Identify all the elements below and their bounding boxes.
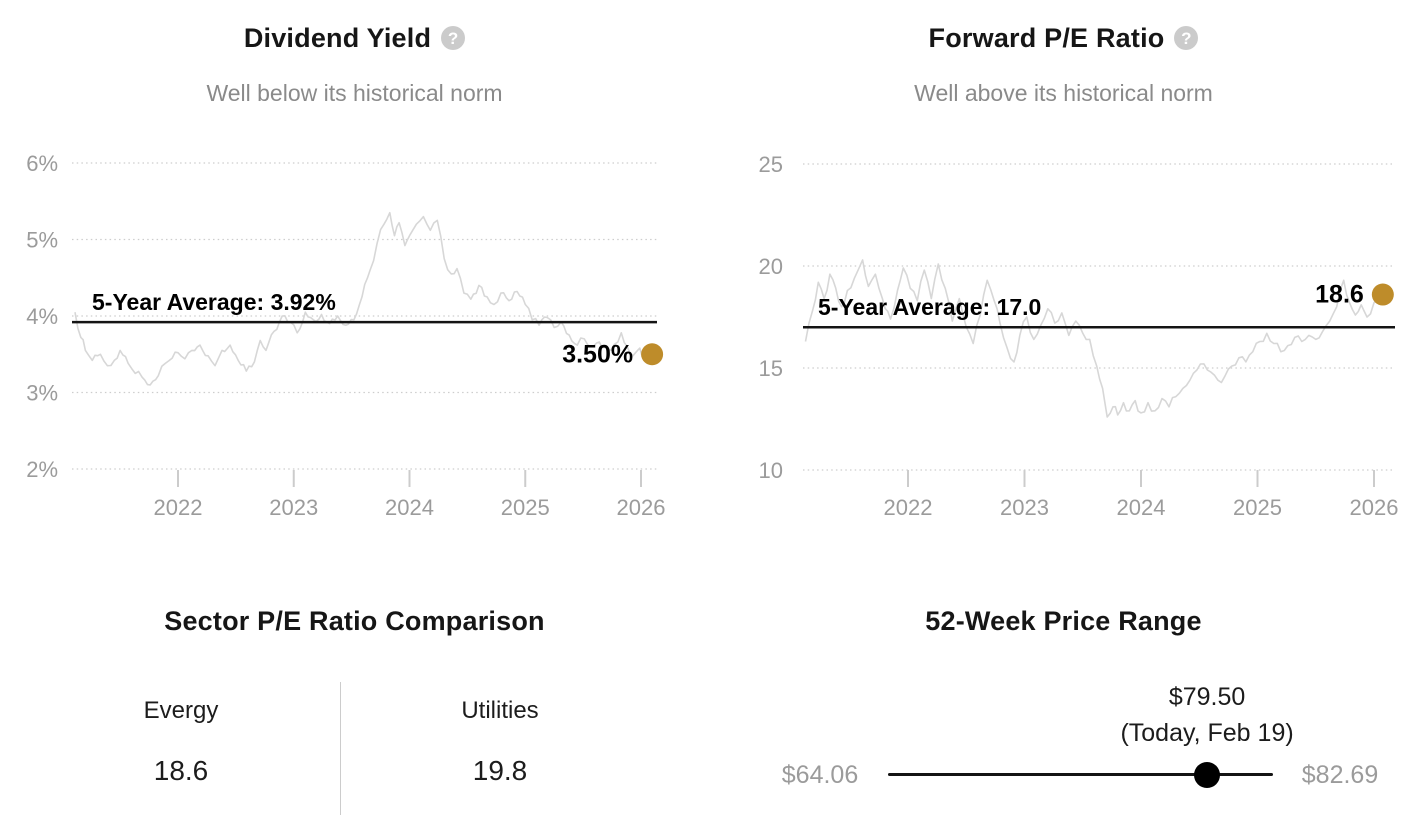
x-axis-label: 2024 [1117,495,1166,520]
current-price-date: (Today, Feb 19) [1120,719,1294,747]
sector-value: 19.8 [472,755,528,786]
chart-title: Dividend Yield? [0,23,709,54]
price-range-panel: 52-Week Price Range $79.50 (Today, Feb 1… [709,560,1418,840]
y-axis-label: 2% [26,457,58,482]
y-axis-label: 20 [759,254,783,279]
x-axis-label: 2025 [1233,495,1282,520]
y-axis-label: 3% [26,381,58,406]
current-price-marker [1194,762,1221,788]
y-axis-label: 5% [26,228,58,253]
x-axis-label: 2023 [269,495,318,520]
x-axis-label: 2025 [501,495,550,520]
x-axis-label: 2026 [1350,495,1399,520]
average-label: 5-Year Average: 17.0 [818,294,1041,320]
section-title: 52-Week Price Range [925,606,1202,636]
current-value-dot [641,343,664,366]
current-price-callout: $79.50 (Today, Feb 19) [1097,679,1317,751]
current-price: $79.50 [1168,683,1246,711]
sector-pe-comparison-panel: Sector P/E Ratio Comparison Evergy 18.6 … [0,560,709,840]
series-line [804,259,1381,418]
x-axis-label: 2022 [154,495,203,520]
section-title: Sector P/E Ratio Comparison [164,606,545,636]
chart-title: Forward P/E Ratio? [709,23,1418,54]
help-icon[interactable]: ? [441,26,466,50]
chart-subtitle: Well below its historical norm [206,80,503,106]
price-range-track [888,773,1273,776]
y-axis-label: 10 [759,458,783,483]
sector-label: Evergy [143,697,219,724]
vertical-divider [340,682,341,815]
current-value-dot [1371,283,1394,306]
sector-column-company: Evergy 18.6 [22,682,340,815]
x-axis-label: 2023 [1000,495,1049,520]
chart-title-text: Forward P/E Ratio [928,23,1165,53]
x-axis-label: 2026 [617,495,666,520]
chart-title-text: Dividend Yield [243,23,432,53]
sector-comparison-table: Evergy 18.6 Utilities 19.8 [22,682,659,815]
help-icon[interactable]: ? [1174,26,1199,50]
y-axis-label: 15 [759,356,783,381]
dividend-yield-panel: 6% 5% 4% 3% 2% 2022 2023 2024 2025 2026 5-Year Ave… [0,0,709,560]
sector-label: Utilities [461,697,539,724]
average-label: 5-Year Average: 3.92% [92,289,336,315]
forward-pe-panel: 25 20 15 10 2022 2023 2024 2025 2026 5-Year Avera… [709,0,1418,560]
series-line [74,211,650,386]
forward-pe-line-chart: 25 20 15 10 2022 2023 2024 2025 2026 5-Year Avera… [759,152,1399,520]
range-low-price: $64.06 [781,761,859,789]
dividend-yield-line-chart: 6% 5% 4% 3% 2% 2022 2023 2024 2025 2026 5-Year Ave… [26,151,666,520]
range-high-price: $82.69 [1301,761,1379,789]
y-axis-label: 25 [759,152,783,177]
current-value-label: 18.6 [1315,281,1364,309]
y-axis-label: 6% [26,151,58,176]
y-axis-label: 4% [26,304,58,329]
chart-subtitle: Well above its historical norm [914,80,1213,106]
sector-value: 18.6 [153,755,209,786]
x-axis-label: 2024 [385,495,434,520]
current-value-label: 3.50% [562,340,633,368]
sector-column-sector: Utilities 19.8 [341,682,659,815]
x-axis-label: 2022 [884,495,933,520]
